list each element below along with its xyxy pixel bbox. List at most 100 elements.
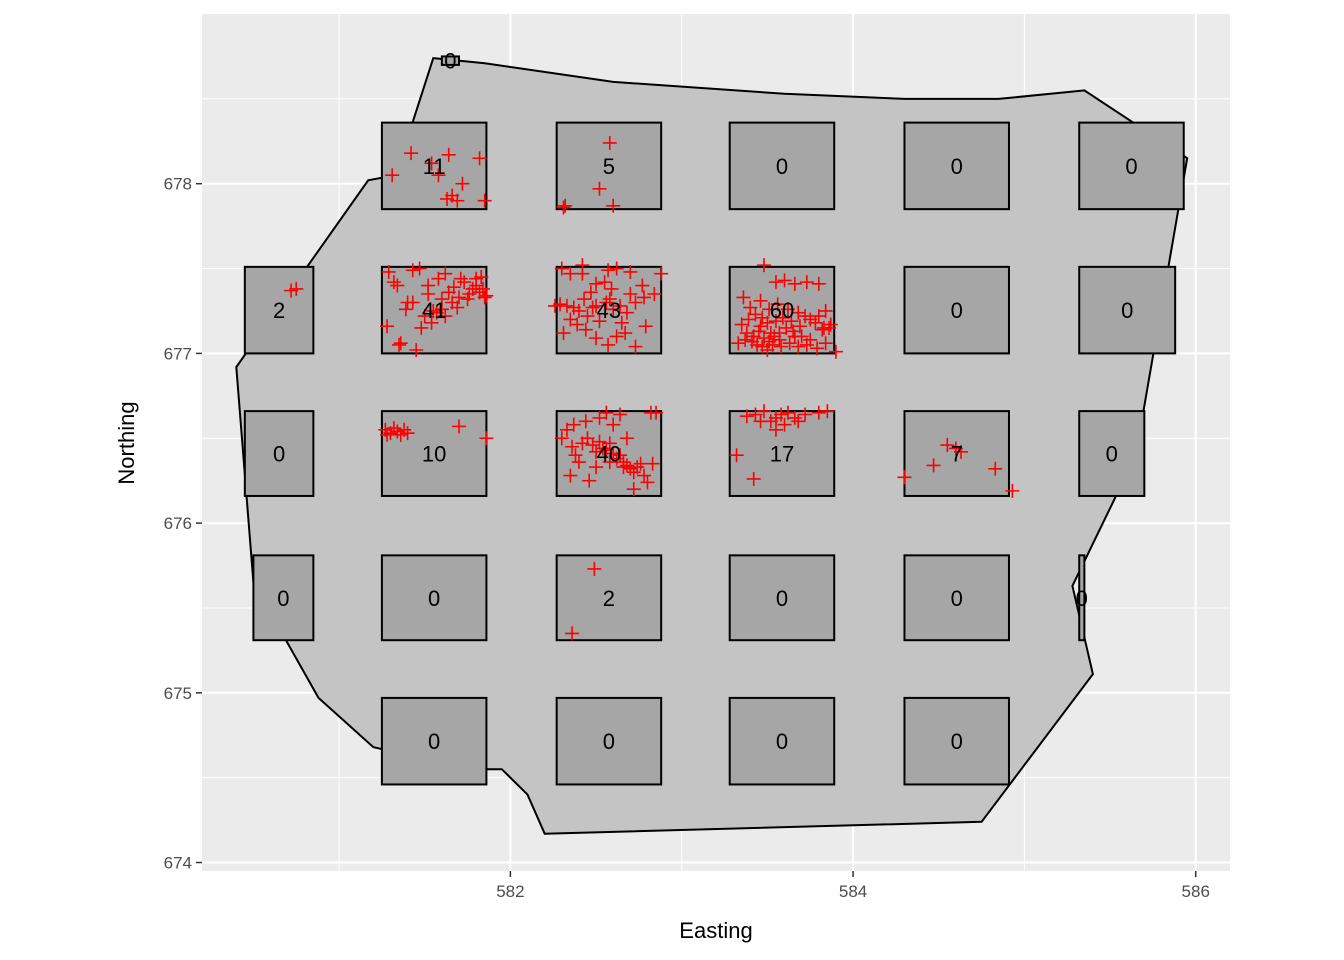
point-marker: [828, 344, 843, 359]
point-marker: [811, 276, 826, 291]
point-marker: [1005, 483, 1020, 498]
quadrat-count-label: 0: [951, 586, 963, 611]
point-marker: [763, 326, 778, 341]
point-marker: [400, 426, 415, 441]
point-marker: [815, 322, 830, 337]
point-marker: [380, 319, 395, 334]
point-marker: [589, 276, 604, 291]
point-marker: [440, 191, 455, 206]
point-marker: [619, 458, 634, 473]
x-tick-label: 586: [1182, 882, 1210, 901]
quadrat-count-label: 10: [422, 442, 446, 467]
point-marker: [798, 407, 813, 422]
point-marker: [787, 410, 802, 425]
point-marker: [799, 275, 814, 290]
point-marker: [613, 298, 628, 313]
point-marker: [609, 329, 624, 344]
quadrat-count-label: 0: [444, 49, 456, 74]
point-marker: [606, 417, 621, 432]
point-marker: [571, 303, 586, 318]
quadrat-count-labels: 11 5 0 0 0 2 41 43 60 0 0 0 10 40 17 7 0 0 0 2 0 0 0 0 0 0 0 0: [273, 49, 1138, 755]
quadrat-cell: [380, 554, 488, 642]
point-marker: [441, 147, 456, 162]
point-marker: [774, 339, 789, 354]
point-marker: [738, 332, 753, 347]
point-marker: [746, 471, 761, 486]
point-marker: [748, 307, 763, 322]
point-marker: [775, 310, 790, 325]
point-marker: [777, 417, 792, 432]
point-marker: [647, 287, 662, 302]
point-marker: [604, 281, 619, 296]
quadrat-cell: [903, 410, 1010, 497]
point-marker: [475, 281, 490, 296]
point-marker: [381, 264, 396, 279]
point-marker: [284, 283, 299, 298]
y-tick-label: 678: [164, 175, 192, 194]
point-marker: [392, 337, 407, 352]
quadrat-cell: [903, 265, 1010, 355]
quadrat-count-label: 0: [273, 442, 285, 467]
quadrat-count-label: 0: [428, 729, 440, 754]
point-marker: [450, 300, 465, 315]
quadrat-cell: [903, 554, 1010, 642]
point-marker: [619, 305, 634, 320]
quadrat-count-label: 0: [776, 729, 788, 754]
point-marker: [585, 300, 600, 315]
point-marker: [613, 407, 628, 422]
point-marker: [798, 309, 813, 324]
quadrat-cell: [1078, 265, 1177, 355]
point-marker: [455, 176, 470, 191]
point-marker: [479, 431, 494, 446]
point-marker: [547, 298, 562, 313]
point-marker: [599, 295, 614, 310]
point-marker: [768, 422, 783, 437]
y-tick-label: 677: [164, 344, 192, 363]
quadrat-count-label: 0: [277, 586, 289, 611]
quadrat-count-label: 5: [603, 154, 615, 179]
y-tick-label: 675: [164, 684, 192, 703]
point-marker: [431, 168, 446, 183]
point-marker: [601, 263, 616, 278]
y-tick-label: 676: [164, 514, 192, 533]
point-marker: [606, 302, 621, 317]
point-marker: [472, 151, 487, 166]
point-marker: [452, 290, 466, 305]
point-marker: [460, 292, 475, 307]
point-marker: [739, 409, 754, 424]
point-marker: [385, 168, 400, 183]
point-marker: [810, 341, 825, 356]
point-marker: [565, 439, 580, 454]
point-marker: [649, 405, 664, 420]
point-marker: [623, 461, 638, 476]
quadrat-count-label: 0: [1125, 154, 1137, 179]
point-marker: [597, 275, 612, 290]
point-marker: [438, 309, 453, 324]
quadrat-count-label: 2: [273, 298, 285, 323]
y-axis-title: Northing: [114, 401, 139, 484]
point-marker: [380, 427, 395, 442]
point-marker: [606, 198, 621, 213]
point-marker: [417, 309, 432, 324]
point-marker: [566, 417, 581, 432]
quadrat-count-label: 0: [951, 298, 963, 323]
point-marker: [414, 320, 429, 335]
point-marker: [477, 193, 492, 208]
point-marker: [811, 405, 826, 420]
quadrat-cell: [380, 410, 488, 497]
point-marker: [589, 298, 604, 313]
point-marker: [453, 271, 468, 286]
point-marker: [791, 305, 806, 320]
quadrat-cell: [380, 121, 488, 211]
point-marker: [823, 317, 838, 332]
point-marker: [589, 444, 604, 459]
quadrat-cell: [728, 121, 836, 211]
quadrat-cell: [440, 55, 461, 66]
point-marker: [948, 441, 963, 456]
point-marker: [784, 314, 799, 329]
point-marker: [940, 438, 955, 453]
point-marker: [582, 473, 597, 488]
quadrat-count-label: 0: [951, 154, 963, 179]
point-marker: [398, 302, 413, 317]
point-marker: [792, 319, 807, 334]
